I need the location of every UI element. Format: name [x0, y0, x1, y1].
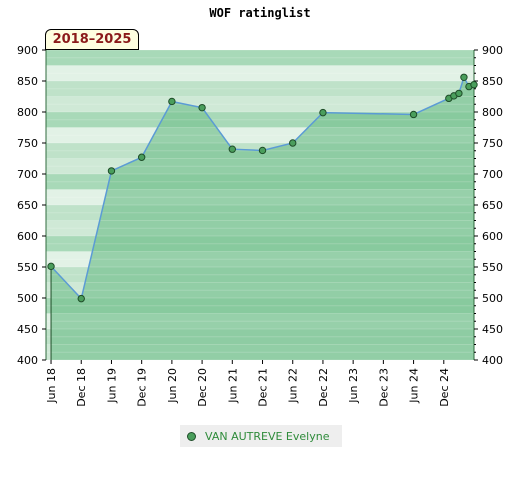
- data-point: [137, 153, 146, 161]
- data-point: [258, 146, 267, 155]
- legend[interactable]: VAN AUTREVE Evelyne: [180, 425, 342, 447]
- x-tick-label: Jun 20: [166, 368, 179, 404]
- chart-title: WOF ratinglist: [209, 6, 310, 20]
- grid-lines: [46, 49, 474, 361]
- data-point: [319, 108, 327, 117]
- y-tick-label-left: 400: [17, 354, 38, 367]
- y-tick-label-right: 850: [482, 75, 503, 88]
- y-tick-label-left: 450: [17, 323, 38, 336]
- x-tick-label: Jun 18: [45, 368, 58, 404]
- y-tick-label-left: 800: [17, 106, 38, 119]
- x-tick-label: Dec 23: [377, 368, 390, 407]
- x-tick-label: Dec 18: [75, 368, 88, 407]
- background-band: [46, 96, 474, 112]
- data-point: [460, 73, 468, 81]
- y-tick-label-right: 550: [482, 261, 503, 274]
- legend-label: VAN AUTREVE Evelyne: [205, 429, 330, 443]
- y-tick-label-right: 400: [482, 354, 503, 367]
- x-tick-label: Dec 21: [257, 368, 270, 407]
- period-badge: 2018–2025: [45, 29, 139, 50]
- axes: 400 400 450 450 500 500 550 550 600 600 650 650 700 7…: [17, 44, 503, 407]
- x-tick-label: Jun 19: [105, 368, 118, 404]
- data-point: [455, 89, 463, 98]
- data-point: [289, 139, 297, 147]
- x-tick-label: Jun 21: [226, 368, 239, 404]
- y-tick-label-left: 500: [17, 292, 38, 305]
- data-point: [409, 110, 418, 119]
- y-tick-label-right: 900: [482, 44, 503, 57]
- background-band: [46, 81, 474, 97]
- x-tick-label: Jun 23: [347, 368, 360, 404]
- y-tick-label-left: 600: [17, 230, 38, 243]
- y-tick-label-right: 650: [482, 199, 503, 212]
- x-tick-label: Jun 22: [287, 368, 300, 404]
- x-tick-label: Dec 20: [196, 368, 209, 407]
- data-point: [107, 167, 116, 175]
- background-band: [46, 50, 474, 66]
- background-band: [46, 65, 474, 81]
- y-tick-label-left: 750: [17, 137, 38, 150]
- y-tick-label-left: 900: [17, 44, 38, 57]
- y-tick-label-left: 850: [17, 75, 38, 88]
- data-point: [168, 97, 176, 106]
- y-tick-label-right: 800: [482, 106, 503, 119]
- period-badge-text: 2018–2025: [52, 32, 132, 47]
- data-point: [470, 81, 478, 89]
- x-tick-label: Dec 22: [317, 368, 330, 407]
- x-tick-label: Dec 19: [136, 368, 149, 407]
- x-tick-label: Dec 24: [438, 368, 451, 407]
- area-fill: [51, 77, 475, 360]
- legend-marker-icon: [187, 431, 196, 441]
- data-point: [47, 262, 55, 271]
- y-tick-label-left: 550: [17, 261, 38, 274]
- series-points: [47, 73, 478, 303]
- series-area: [51, 77, 475, 360]
- x-tick-label: Jun 24: [408, 368, 421, 404]
- data-point: [77, 294, 85, 303]
- y-tick-label-right: 500: [482, 292, 503, 305]
- y-tick-label-left: 700: [17, 168, 38, 181]
- y-tick-label-right: 450: [482, 323, 503, 336]
- y-tick-label-right: 700: [482, 168, 503, 181]
- y-tick-label-left: 650: [17, 199, 38, 212]
- y-tick-label-right: 600: [482, 230, 503, 243]
- data-point: [228, 145, 237, 153]
- y-tick-label-right: 750: [482, 137, 503, 150]
- data-point: [198, 103, 206, 112]
